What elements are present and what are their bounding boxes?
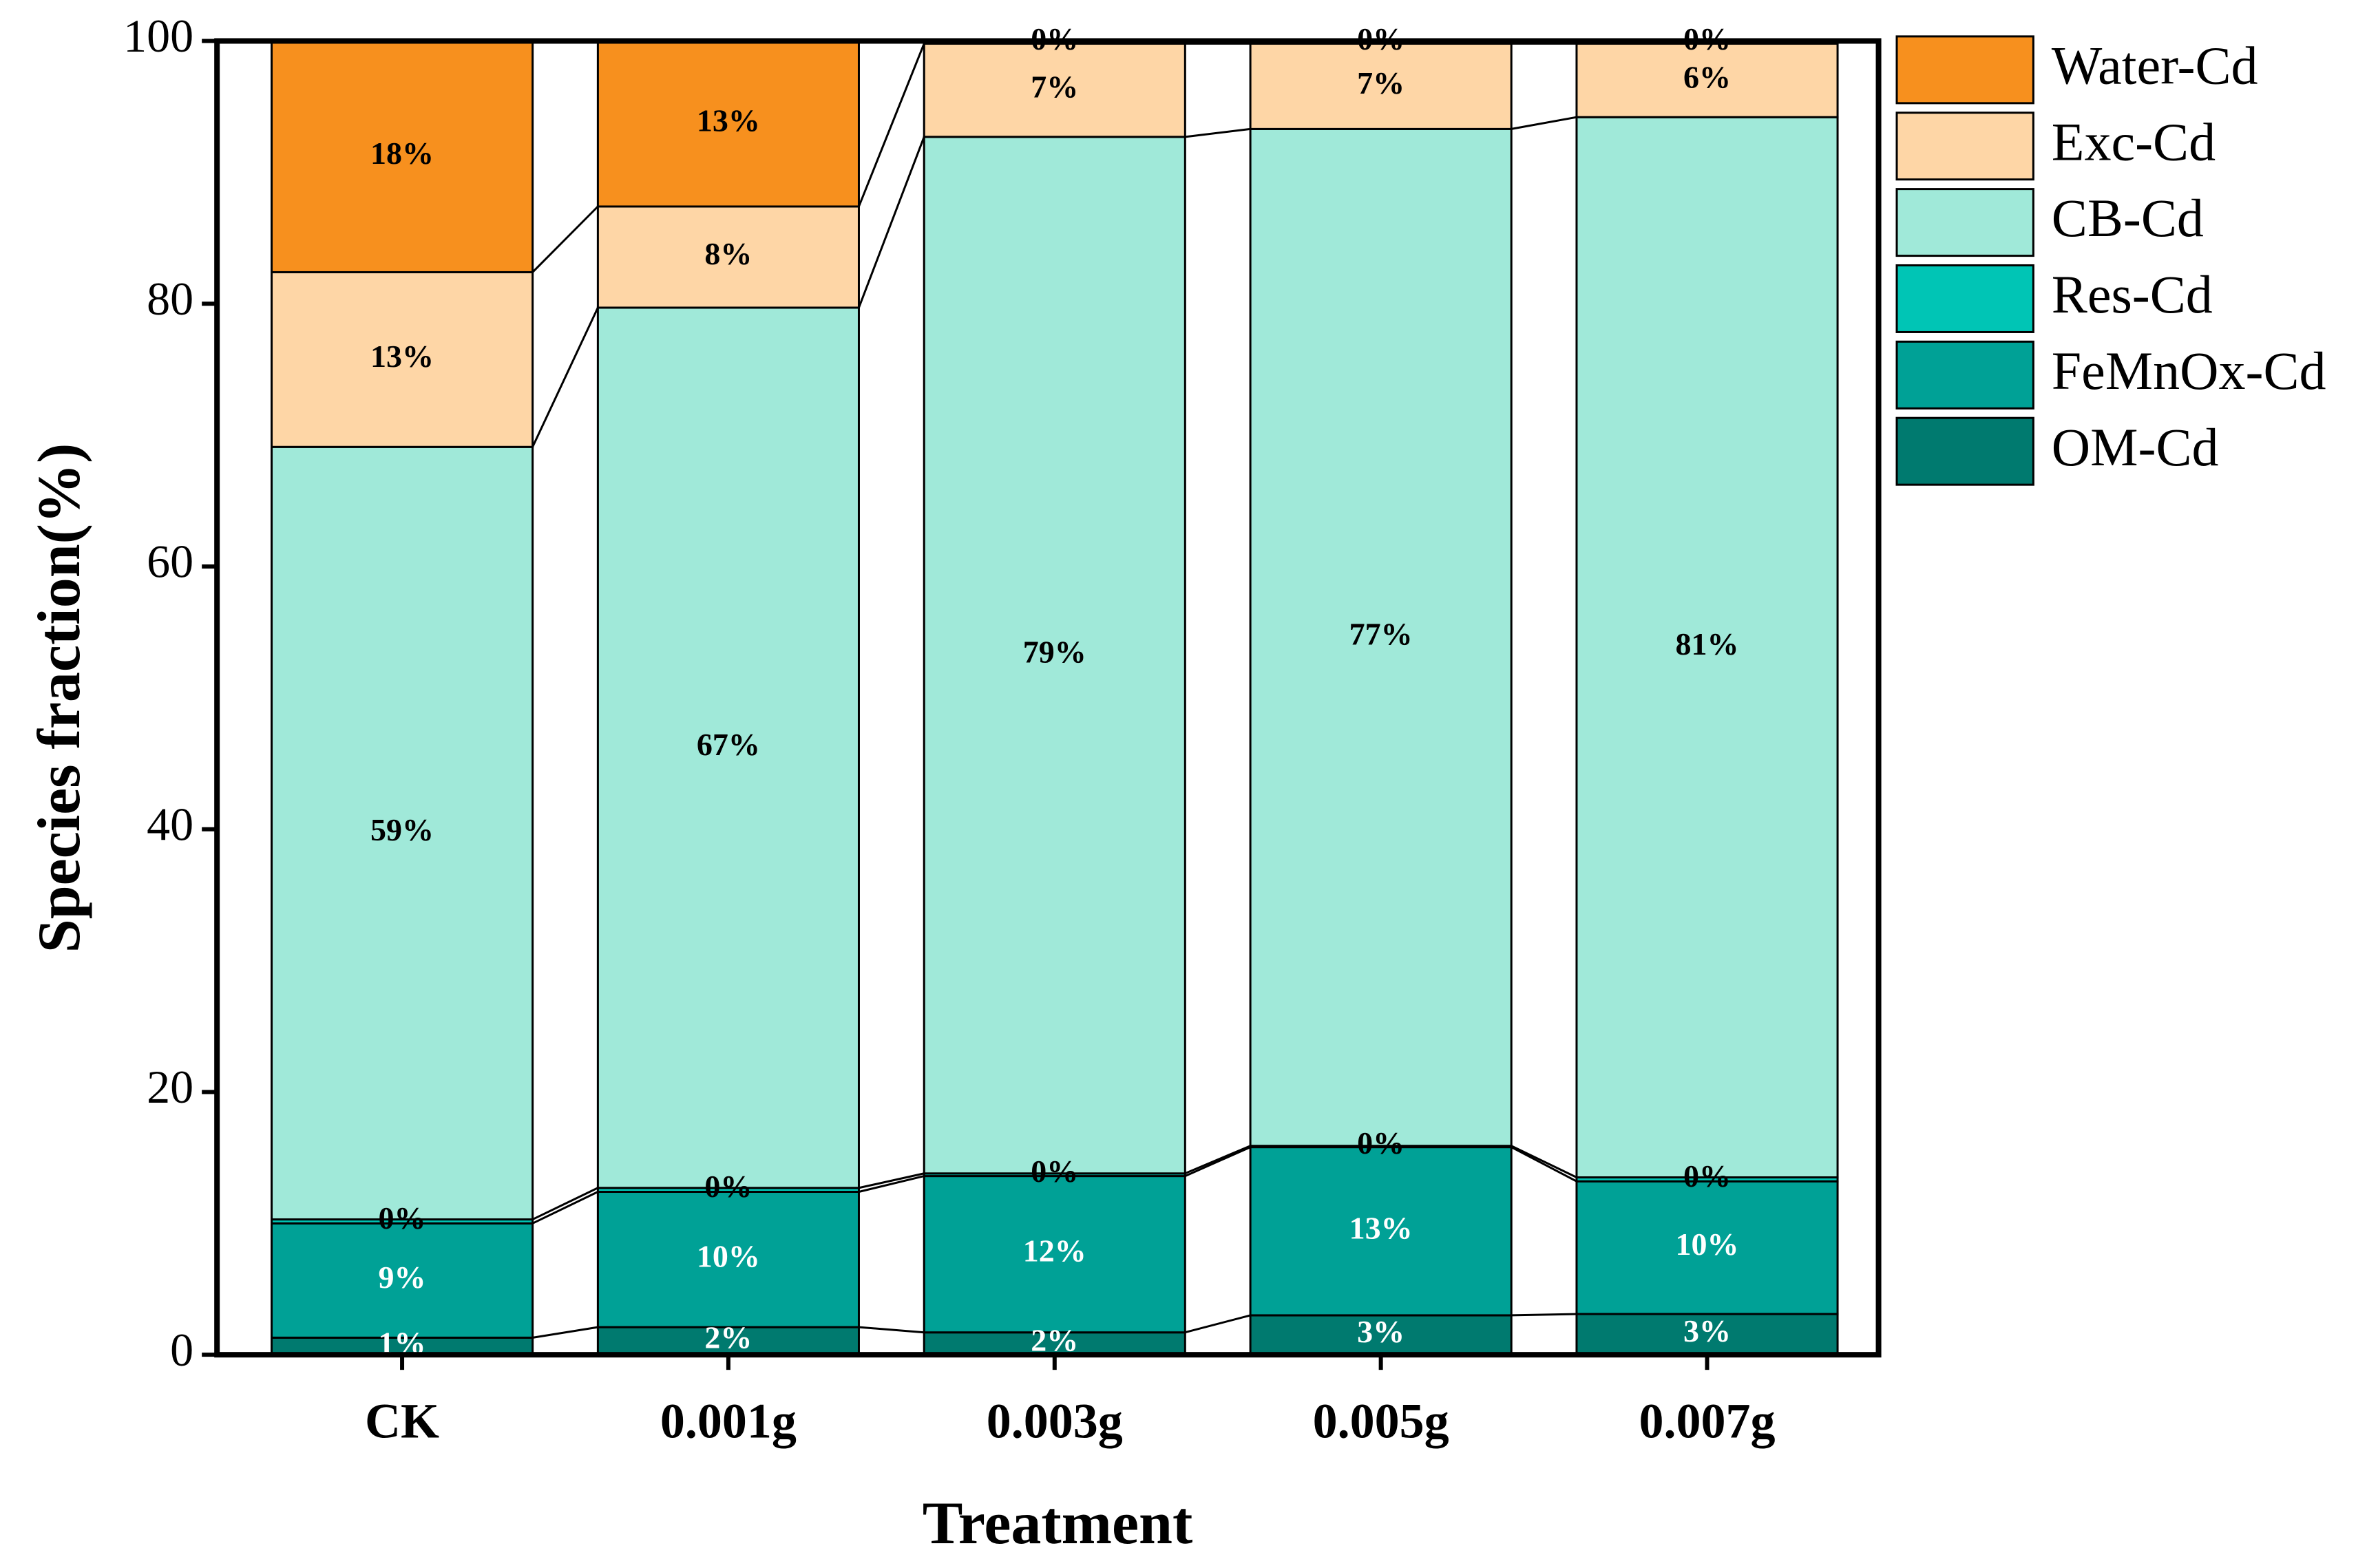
bar-segment bbox=[1249, 127, 1513, 1147]
connector bbox=[858, 136, 925, 308]
bar-segment bbox=[1249, 42, 1513, 130]
legend-swatch bbox=[1895, 112, 2034, 181]
data-label: 81% bbox=[1676, 626, 1739, 661]
connector bbox=[1511, 116, 1577, 130]
legend-label: CB-Cd bbox=[2052, 188, 2204, 248]
x-tick-label: 0.005g bbox=[1313, 1393, 1449, 1448]
bar-segment bbox=[1575, 116, 1839, 1179]
bar-segment bbox=[596, 1190, 860, 1328]
data-label: 10% bbox=[697, 1238, 760, 1273]
x-axis-title: Treatment bbox=[923, 1490, 1193, 1557]
bar-segment bbox=[596, 1326, 860, 1356]
data-label: 3% bbox=[1357, 1314, 1405, 1349]
data-label: 2% bbox=[1031, 1323, 1078, 1358]
data-label: 67% bbox=[697, 727, 760, 762]
legend-swatch bbox=[1895, 188, 2034, 257]
bar-segment bbox=[923, 136, 1186, 1175]
legend-swatch bbox=[1895, 416, 2034, 486]
data-label: 2% bbox=[704, 1320, 752, 1355]
data-label: 0% bbox=[704, 1169, 752, 1204]
connector bbox=[1184, 1146, 1251, 1177]
connector bbox=[532, 307, 599, 447]
connector bbox=[1184, 1145, 1251, 1175]
bar-segment bbox=[596, 205, 860, 309]
connector bbox=[532, 1326, 598, 1339]
data-label: 18% bbox=[370, 136, 434, 171]
y-tick-label: 40 bbox=[147, 798, 193, 850]
bar-segment bbox=[596, 306, 860, 1189]
connector bbox=[858, 43, 925, 207]
connector bbox=[859, 1326, 925, 1334]
legend-label: Res-Cd bbox=[2052, 264, 2213, 324]
bar-segment bbox=[271, 1222, 534, 1339]
data-label: 59% bbox=[370, 812, 434, 847]
connector bbox=[1184, 1314, 1251, 1334]
legend-label: Water-Cd bbox=[2052, 35, 2258, 95]
data-label: 8% bbox=[704, 236, 752, 271]
data-label: 0% bbox=[1357, 1125, 1405, 1161]
legend-swatch bbox=[1895, 35, 2034, 105]
bar-segment bbox=[271, 445, 534, 1221]
connector bbox=[859, 1172, 925, 1189]
legend-label: FeMnOx-Cd bbox=[2052, 341, 2326, 401]
data-label: 0% bbox=[1031, 1154, 1078, 1189]
data-label: 13% bbox=[370, 339, 434, 374]
data-label: 3% bbox=[1683, 1313, 1731, 1348]
y-tick-label: 20 bbox=[147, 1061, 193, 1113]
connector bbox=[859, 1175, 925, 1193]
data-label: 79% bbox=[1023, 634, 1086, 669]
data-label: 9% bbox=[379, 1260, 426, 1295]
connector bbox=[1511, 1146, 1577, 1183]
data-label: 7% bbox=[1357, 65, 1405, 100]
data-label: 77% bbox=[1349, 617, 1413, 652]
connector bbox=[532, 1187, 599, 1220]
data-label: 7% bbox=[1031, 70, 1078, 105]
bar-segment bbox=[1575, 42, 1839, 118]
legend-label: Exc-Cd bbox=[2052, 112, 2216, 171]
bar-segment bbox=[1249, 1146, 1513, 1317]
data-label: 13% bbox=[1349, 1210, 1413, 1245]
y-tick-label: 100 bbox=[123, 10, 193, 62]
bar-segment bbox=[596, 40, 860, 208]
bar-segment bbox=[271, 271, 534, 448]
data-label: 0% bbox=[379, 1200, 426, 1236]
data-label: 13% bbox=[697, 103, 760, 138]
plot-frame bbox=[214, 38, 1882, 1358]
connector bbox=[1511, 1145, 1577, 1178]
x-tick-label: CK bbox=[365, 1393, 439, 1448]
y-tick-label: 80 bbox=[147, 273, 193, 325]
x-tick-label: 0.001g bbox=[660, 1393, 797, 1448]
data-label: 10% bbox=[1676, 1227, 1739, 1262]
legend-swatch bbox=[1895, 340, 2034, 410]
legend-swatch bbox=[1895, 264, 2034, 333]
bar-segment bbox=[923, 42, 1186, 138]
y-axis-title: Species fraction(%) bbox=[26, 443, 93, 953]
data-label: 6% bbox=[1683, 59, 1731, 94]
x-tick-label: 0.007g bbox=[1639, 1393, 1776, 1448]
connector bbox=[1185, 127, 1251, 138]
data-label: 0% bbox=[1683, 1158, 1731, 1194]
bar-segment bbox=[1575, 1180, 1839, 1315]
connector bbox=[1511, 1313, 1577, 1317]
bar-segment bbox=[923, 1175, 1186, 1334]
connector bbox=[532, 205, 599, 273]
y-tick-label: 0 bbox=[170, 1324, 193, 1376]
data-label: 12% bbox=[1023, 1233, 1086, 1269]
legend-label: OM-Cd bbox=[2052, 417, 2219, 477]
x-tick-label: 0.003g bbox=[987, 1393, 1123, 1448]
connector bbox=[532, 1191, 599, 1225]
y-tick-label: 60 bbox=[147, 536, 193, 588]
